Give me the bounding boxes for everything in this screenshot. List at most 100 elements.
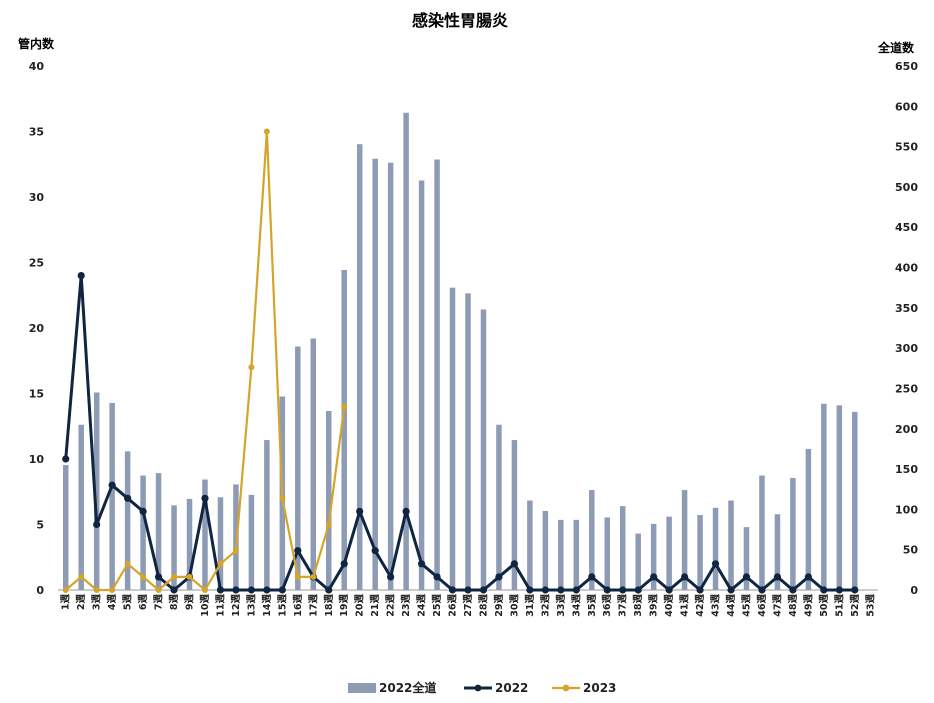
- x-tick-label: 41週: [679, 594, 691, 617]
- y-right-tick-label: 300: [895, 342, 918, 355]
- series-point-2023: [279, 495, 286, 502]
- series-point-2023: [171, 573, 178, 580]
- y-left-tick-label: 30: [29, 191, 45, 204]
- x-tick-label: 9週: [184, 594, 196, 611]
- x-tick-label: 35週: [586, 594, 598, 617]
- x-tick-label: 12週: [230, 594, 242, 617]
- series-point-2022: [371, 547, 379, 555]
- series-point-2023: [310, 573, 317, 580]
- bar: [171, 505, 177, 590]
- series-point-2022: [108, 481, 116, 489]
- series-point-2023: [186, 573, 193, 580]
- x-tick-label: 13週: [245, 594, 257, 617]
- x-tick-label: 33週: [555, 594, 567, 617]
- series-point-2022: [170, 586, 178, 594]
- y-left-tick-label: 20: [29, 322, 45, 335]
- x-tick-label: 53週: [864, 594, 876, 617]
- bar: [496, 424, 502, 590]
- x-tick-label: 22週: [385, 594, 397, 617]
- bar: [356, 144, 363, 590]
- series-point-2022: [804, 573, 812, 581]
- series-point-2022: [572, 586, 580, 594]
- x-tick-label: 52週: [849, 594, 861, 617]
- series-point-2023: [263, 128, 270, 135]
- bar: [666, 516, 672, 590]
- x-tick-label: 19週: [338, 594, 350, 617]
- bar: [217, 497, 224, 590]
- y-right-tick-label: 550: [895, 141, 918, 154]
- x-tick-label: 40週: [663, 594, 675, 617]
- series-point-2022: [77, 272, 85, 280]
- series-point-2022: [603, 586, 611, 594]
- series-point-2022: [294, 547, 302, 555]
- bar: [310, 338, 317, 590]
- y-right-tick-label: 250: [895, 382, 918, 395]
- y-right-tick-label: 500: [895, 181, 918, 194]
- series-point-2022: [356, 507, 364, 515]
- series-point-2023: [140, 573, 147, 580]
- x-tick-label: 32週: [539, 594, 551, 617]
- x-tick-label: 10週: [199, 594, 211, 617]
- x-tick-label: 30週: [508, 594, 520, 617]
- series-point-2022: [711, 560, 720, 568]
- x-tick-label: 4週: [106, 594, 118, 611]
- series-point-2023: [325, 521, 332, 528]
- series-point-2022: [278, 586, 286, 594]
- series-point-2023: [124, 560, 131, 567]
- x-tick-label: 29週: [493, 594, 505, 617]
- bar: [403, 112, 409, 590]
- x-tick-label: 42週: [694, 594, 706, 617]
- x-tick-label: 27週: [462, 594, 474, 617]
- series-point-2022: [650, 573, 658, 581]
- bar: [109, 402, 115, 590]
- series-point-2022: [742, 573, 751, 581]
- bar: [387, 162, 394, 590]
- x-tick-label: 43週: [710, 594, 722, 617]
- series-point-2023: [155, 587, 162, 593]
- bar: [511, 440, 518, 590]
- series-point-2022: [495, 573, 503, 581]
- series-point-2022: [387, 573, 395, 581]
- legend-label: 2022全道: [379, 680, 436, 695]
- series-point-2023: [341, 403, 348, 410]
- series-point-2022: [758, 586, 766, 594]
- legend-swatch-marker: [474, 684, 482, 692]
- x-tick-label: 2週: [75, 594, 87, 611]
- x-tick-label: 25週: [431, 594, 443, 617]
- chart-legend: 2022全道 2022 2023: [348, 680, 616, 695]
- series-point-2022: [835, 586, 843, 594]
- series-point-2022: [727, 586, 735, 594]
- x-tick-label: 37週: [617, 594, 629, 617]
- series-point-2022: [696, 586, 704, 594]
- bar: [805, 448, 812, 590]
- series-point-2022: [479, 586, 488, 594]
- bar: [774, 514, 781, 590]
- x-tick-label: 18週: [323, 594, 335, 617]
- series-point-2022: [789, 586, 797, 594]
- x-tick-label: 45週: [740, 594, 752, 617]
- y-left-tick-label: 40: [29, 60, 45, 73]
- y-left-tick-label: 15: [29, 388, 44, 401]
- series-point-2022: [541, 586, 549, 594]
- x-tick-label: 51週: [833, 594, 845, 617]
- x-tick-label: 16週: [292, 594, 304, 617]
- y-right-tick-label: 0: [910, 584, 918, 597]
- bar: [619, 506, 626, 590]
- x-tick-label: 11週: [214, 594, 226, 617]
- series-point-2022: [557, 586, 565, 594]
- y-left-tick-label: 10: [29, 453, 45, 466]
- bar: [465, 293, 471, 590]
- bar: [62, 465, 69, 590]
- series-point-2022: [619, 586, 627, 594]
- y-axis-right-title: 全道数: [877, 40, 915, 55]
- y-right-tick-label: 350: [895, 302, 918, 315]
- y-right-tick-label: 50: [903, 544, 919, 557]
- bar: [449, 287, 456, 590]
- bar: [93, 392, 100, 590]
- series-point-2022: [448, 586, 457, 594]
- bar: [341, 269, 347, 590]
- series-point-2022: [124, 494, 132, 502]
- series-point-2022: [464, 586, 472, 594]
- series-point-2022: [232, 586, 240, 594]
- bar: [681, 490, 688, 590]
